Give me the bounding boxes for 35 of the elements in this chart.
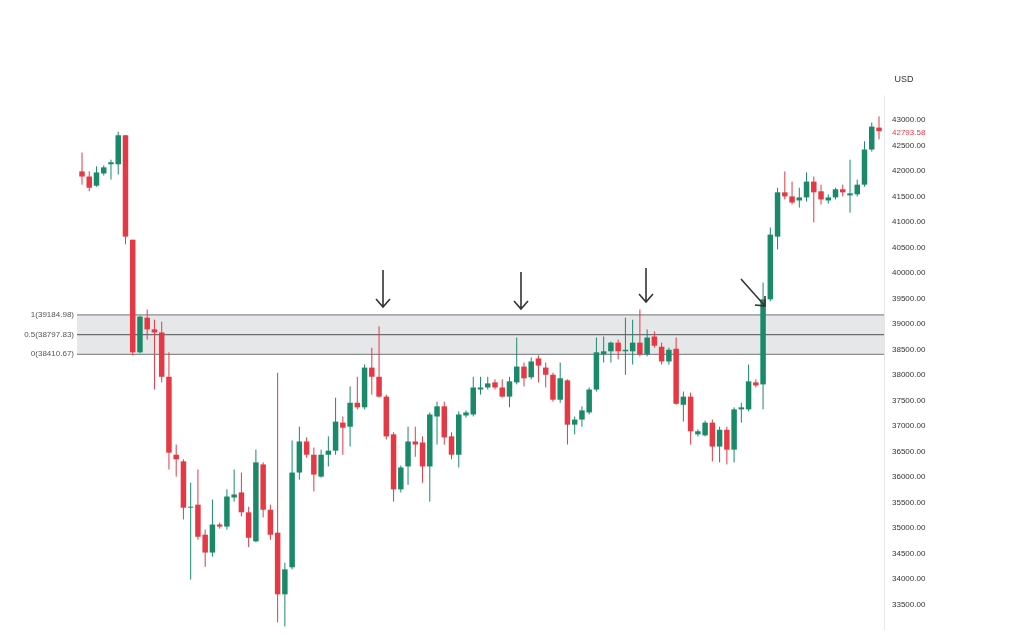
y-tick-label: 33500.00 — [892, 599, 926, 609]
y-tick-label: 37000.00 — [892, 421, 926, 431]
candlestick — [782, 170, 788, 200]
y-tick-label: 37500.00 — [892, 395, 926, 405]
ref-line-label: 0.5(38797.83) — [24, 329, 75, 339]
candlestick — [557, 362, 563, 404]
y-tick-label: 38500.00 — [892, 344, 926, 354]
y-tick-label: 35000.00 — [892, 523, 926, 533]
candlestick — [724, 426, 730, 465]
y-tick-label: 34500.00 — [892, 548, 926, 558]
y-tick-label: 40500.00 — [892, 242, 926, 252]
y-axis-title: USD — [894, 73, 914, 84]
candlestick — [499, 378, 505, 399]
y-tick-label: 35500.00 — [892, 497, 926, 507]
candlestick — [477, 376, 484, 396]
y-tick-label: 36000.00 — [892, 472, 926, 482]
y-tick-label: 41000.00 — [892, 217, 926, 227]
y-tick-label: 40000.00 — [892, 268, 926, 278]
text: 42793.58 — [892, 128, 926, 137]
y-tick-label: 39000.00 — [892, 319, 926, 329]
candlestick — [398, 464, 404, 493]
candlestick — [528, 356, 534, 380]
y-tick-label: 39500.00 — [892, 293, 926, 303]
y-tick-label: 42000.00 — [892, 166, 926, 176]
candlestick — [412, 426, 419, 458]
candlestick — [869, 122, 875, 153]
y-tick-label: 38000.00 — [892, 370, 926, 380]
ref-line-label: 1(39184.98) — [30, 309, 75, 319]
y-tick-label: 41500.00 — [892, 191, 926, 201]
y-tick-label: 36500.00 — [892, 446, 926, 456]
candlestick — [369, 347, 375, 396]
y-tick-label: 43000.00 — [892, 115, 926, 125]
y-tick-label: 34000.00 — [892, 574, 926, 584]
y-tick-label: 42500.00 — [892, 140, 926, 150]
ref-line-label: 0(38410.67) — [30, 349, 75, 359]
